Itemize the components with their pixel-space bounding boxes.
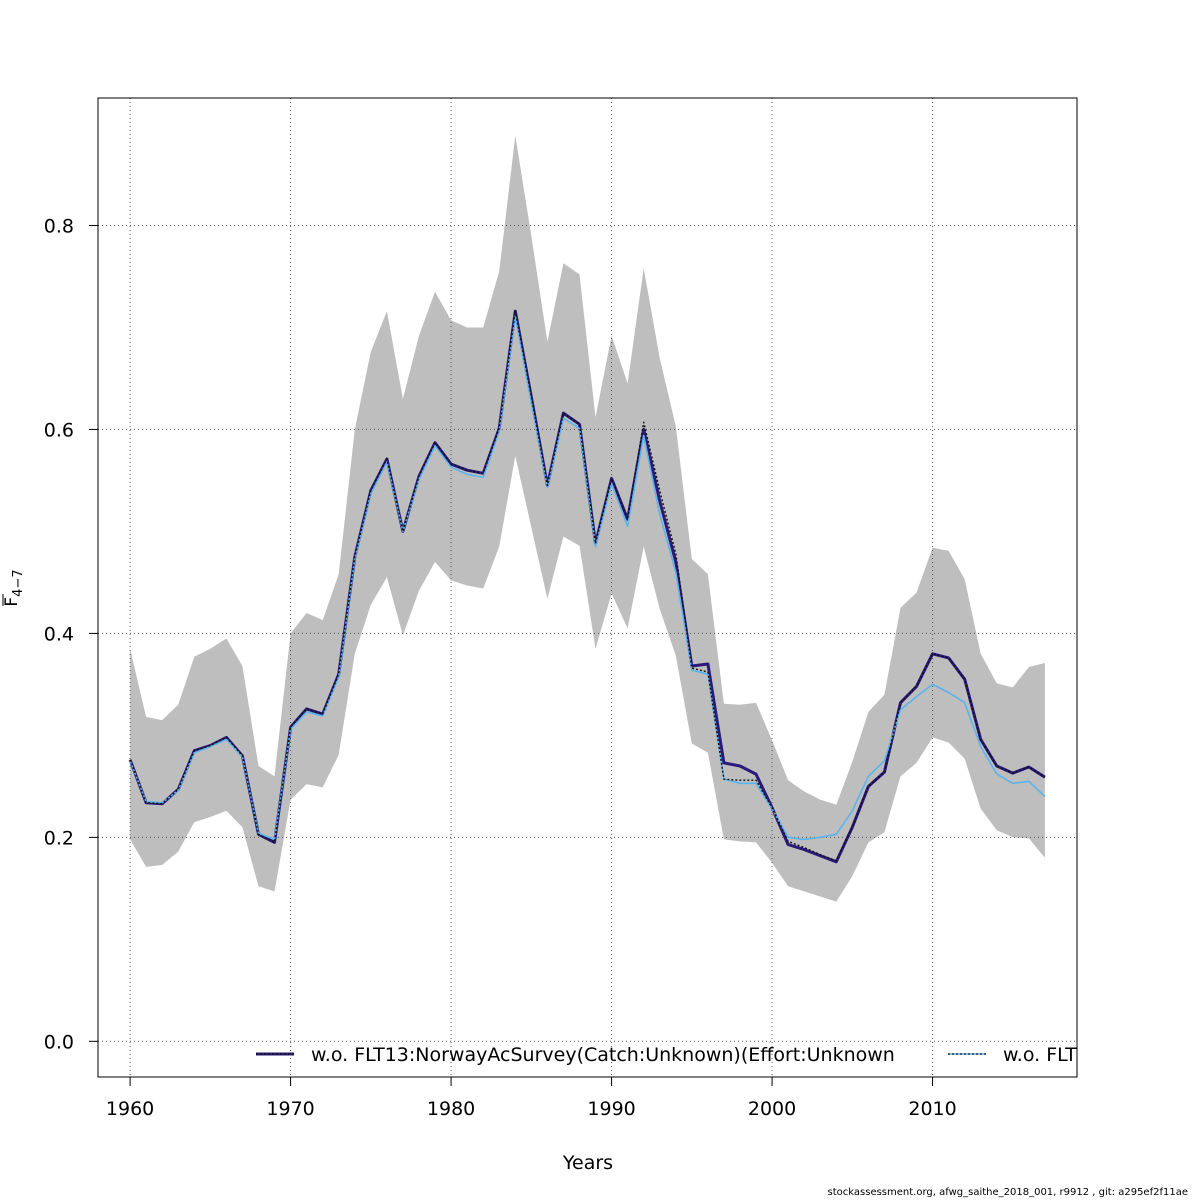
- y-axis-title-sub: 4−7: [11, 569, 26, 596]
- confidence-band-layer: [130, 135, 1045, 902]
- confidence-band: [130, 135, 1045, 902]
- plot-frame: [97, 97, 1078, 1078]
- y-tick-label: 0.4: [44, 623, 74, 645]
- y-axis-title-base: F: [2, 597, 22, 607]
- series-line-3: [129, 310, 1046, 862]
- x-tick-label: 1960: [106, 1098, 154, 1120]
- axis-layer: 1960 1970 1980 1990 2000 2010 0.0 0.2 0.4 0.6 0.8: [44, 215, 957, 1120]
- x-tick-label: 2010: [908, 1098, 956, 1120]
- y-tick-label: 0.2: [44, 827, 74, 849]
- y-tick-label: 0.0: [44, 1031, 74, 1053]
- x-tick-label: 2000: [748, 1098, 796, 1120]
- y-tick-label: 0.8: [44, 215, 74, 237]
- x-tick-label: 1980: [427, 1098, 475, 1120]
- legend-label-2: w.o. FLT: [1003, 1044, 1077, 1066]
- y-tick-label: 0.6: [44, 419, 74, 441]
- legend-label-1: w.o. FLT13:NorwayAcSurvey(Catch:Unknown)…: [311, 1044, 895, 1066]
- y-axis-title: F4−7: [2, 569, 26, 606]
- legend: w.o. FLT13:NorwayAcSurvey(Catch:Unknown)…: [256, 1044, 1077, 1066]
- x-axis-title: Years: [562, 1152, 613, 1174]
- footer-credit: stockassessment.org, afwg_saithe_2018_00…: [827, 1187, 1188, 1198]
- x-tick-label: 1990: [587, 1098, 635, 1120]
- x-tick-label: 1970: [266, 1098, 314, 1120]
- series-layer: [128, 309, 1046, 864]
